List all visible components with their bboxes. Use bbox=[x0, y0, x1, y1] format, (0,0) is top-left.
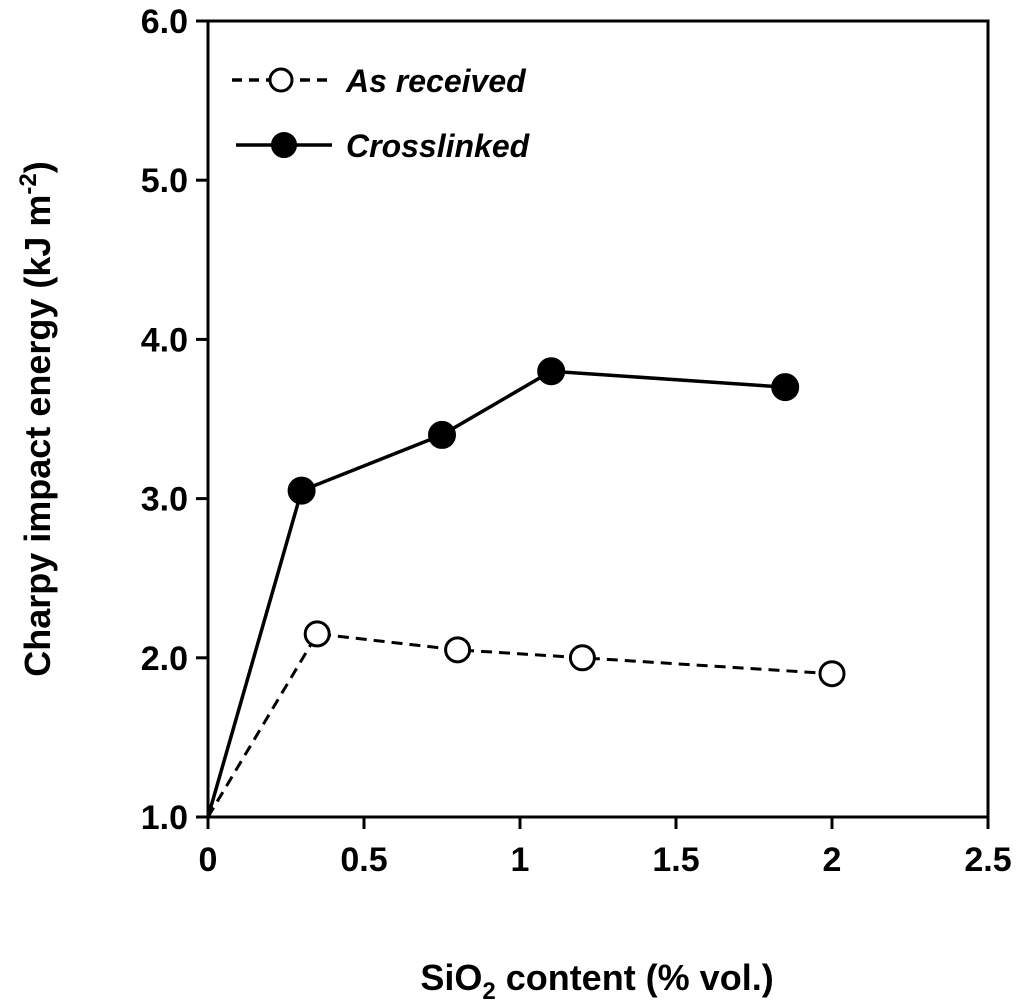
data-point-as-received bbox=[444, 636, 472, 664]
legend: As received Crosslinked bbox=[232, 63, 531, 164]
x-axis-title-post: content (% vol.) bbox=[496, 957, 774, 998]
series-as-received bbox=[206, 620, 846, 818]
y-axis-title-pre: Charpy impact energy (kJ m bbox=[17, 195, 58, 677]
x-tick-label: 2 bbox=[823, 841, 842, 879]
x-tick-label: 0 bbox=[199, 841, 218, 879]
y-axis-ticks: 1.0 2.0 3.0 4.0 5.0 6.0 bbox=[141, 3, 208, 837]
y-tick-label: 6.0 bbox=[141, 3, 188, 41]
y-axis-title-sup: -2 bbox=[15, 173, 42, 194]
legend-marker-as-received bbox=[268, 67, 294, 93]
x-axis-title-sub: 2 bbox=[482, 978, 495, 1005]
y-axis-title-post: ) bbox=[17, 161, 58, 173]
x-tick-label: 0.5 bbox=[340, 841, 387, 879]
series-line-crosslinked bbox=[206, 369, 786, 818]
y-tick-label: 5.0 bbox=[141, 162, 188, 200]
x-tick-label: 1 bbox=[511, 841, 530, 879]
data-point-as-received bbox=[818, 660, 846, 688]
y-tick-label: 1.0 bbox=[141, 799, 188, 837]
plot-frame bbox=[206, 19, 990, 819]
series-line-as-received bbox=[206, 632, 833, 818]
data-point-crosslinked bbox=[537, 357, 566, 386]
legend-label-as-received: As received bbox=[345, 63, 527, 99]
x-tick-label: 2.5 bbox=[964, 841, 1011, 879]
series-layer bbox=[206, 357, 846, 818]
x-axis-title-pre: SiO bbox=[420, 957, 482, 998]
x-tick-label: 1.5 bbox=[652, 841, 699, 879]
data-point-as-received bbox=[303, 620, 331, 648]
y-tick-label: 2.0 bbox=[141, 640, 188, 678]
series-crosslinked bbox=[206, 357, 800, 818]
legend-item-crosslinked: Crosslinked bbox=[236, 128, 531, 164]
x-axis-title: SiO2 content (% vol.) bbox=[420, 957, 773, 1005]
y-axis-title: Charpy impact energy (kJ m-2) bbox=[15, 161, 58, 677]
legend-marker-crosslinked bbox=[271, 132, 297, 158]
data-point-crosslinked bbox=[428, 420, 456, 449]
y-tick-label: 3.0 bbox=[141, 481, 188, 519]
legend-item-as-received: As received bbox=[232, 63, 527, 99]
legend-label-crosslinked: Crosslinked bbox=[346, 128, 531, 164]
x-axis-ticks: 0 0.5 1 1.5 2 2.5 bbox=[199, 817, 1012, 879]
data-point-crosslinked bbox=[287, 476, 316, 505]
y-tick-label: 4.0 bbox=[141, 321, 188, 359]
data-point-crosslinked bbox=[771, 373, 800, 402]
data-point-as-received bbox=[568, 644, 596, 672]
